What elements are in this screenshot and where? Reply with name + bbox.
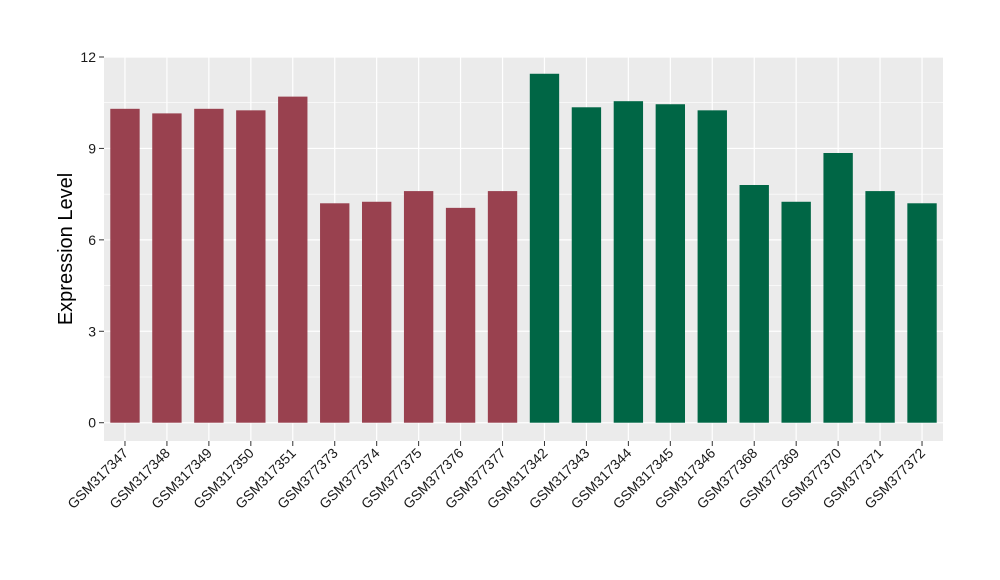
y-tick-label: 6 <box>88 232 96 248</box>
bar-GSM377371 <box>865 191 895 423</box>
bar-GSM317343 <box>571 107 602 423</box>
bar-GSM377369 <box>781 201 811 423</box>
x-axis: GSM317347GSM317348GSM317349GSM317350GSM3… <box>64 441 928 512</box>
bars <box>110 73 937 423</box>
y-tick-label: 12 <box>80 49 96 65</box>
bar-GSM317349 <box>194 108 224 423</box>
y-tick-label: 3 <box>88 323 96 339</box>
bar-GSM377372 <box>907 203 937 423</box>
bar-GSM317346 <box>697 110 727 423</box>
bar-GSM377375 <box>403 191 434 423</box>
bar-GSM317351 <box>278 96 308 423</box>
y-axis: 0 3 6 9 12 <box>80 49 104 431</box>
bar-GSM317347 <box>110 108 140 423</box>
bar-GSM317344 <box>613 101 644 423</box>
y-tick-label: 9 <box>88 140 96 156</box>
bar-GSM377376 <box>445 207 476 423</box>
bar-GSM317342 <box>529 73 560 423</box>
bar-GSM377377 <box>487 191 518 423</box>
y-axis-title: Expression Level <box>55 173 77 325</box>
bar-GSM377373 <box>320 203 350 423</box>
plot-panel <box>104 57 943 441</box>
bar-GSM317345 <box>655 104 686 423</box>
bar-GSM377370 <box>823 153 853 423</box>
bar-GSM377368 <box>739 185 769 423</box>
bar-GSM317350 <box>236 110 266 423</box>
y-tick-label: 0 <box>88 415 96 431</box>
bar-GSM377374 <box>361 201 392 423</box>
bar-GSM317348 <box>152 113 182 423</box>
